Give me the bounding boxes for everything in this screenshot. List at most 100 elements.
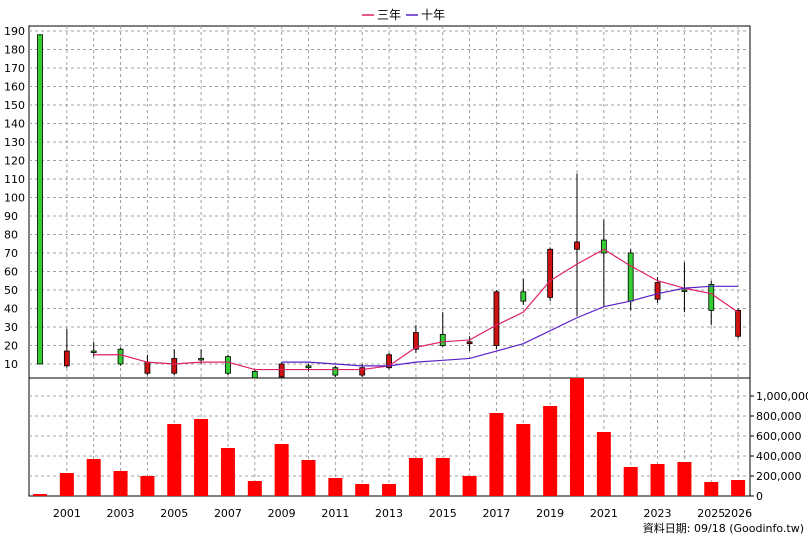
price-tick-label: 90 [4, 210, 18, 223]
candle-body [386, 354, 392, 369]
x-tick-label: 2015 [429, 507, 457, 520]
volume-bar [408, 458, 423, 496]
price-tick-label: 130 [4, 136, 25, 149]
volume-bar [650, 464, 665, 496]
volume-tick-label: 400,000 [756, 450, 802, 463]
volume-tick-label: 1,000,000 [756, 390, 808, 403]
price-tick-label: 190 [4, 25, 25, 38]
data-source-label: 資料日期: 09/18 (Goodinfo.tw) [643, 521, 804, 535]
candle-body [627, 252, 634, 302]
x-tick-label: 2017 [482, 507, 510, 520]
candle-body [63, 350, 70, 367]
volume-bar [86, 459, 101, 496]
candle-body [466, 341, 473, 345]
x-tick-label: 2007 [214, 507, 242, 520]
volume-bar [382, 484, 397, 496]
volume-tick-label: 600,000 [756, 430, 802, 443]
volume-bar [489, 413, 504, 496]
candle-body [547, 248, 554, 298]
price-tick-label: 70 [4, 247, 18, 260]
candle-body [708, 284, 715, 311]
volume-bar [301, 460, 316, 496]
volume-bar [194, 419, 209, 496]
x-tick-label: 2023 [644, 507, 672, 520]
volume-bar [355, 484, 370, 496]
volume-bar [462, 476, 477, 496]
x-tick-label: 2005 [160, 507, 188, 520]
volume-bar [596, 432, 611, 496]
price-tick-label: 100 [4, 192, 25, 205]
candle-body [37, 34, 43, 365]
volume-bar [59, 473, 74, 496]
volume-tick-label: 200,000 [756, 470, 802, 483]
x-tick-label: 2011 [321, 507, 349, 520]
price-tick-label: 160 [4, 81, 25, 94]
x-tick-label: 2009 [268, 507, 296, 520]
volume-bar [274, 444, 289, 496]
price-tick-label: 80 [4, 229, 18, 242]
price-tick-label: 110 [4, 173, 25, 186]
candle-body [493, 291, 500, 346]
volume-bar [731, 480, 746, 496]
price-tick-label: 20 [4, 340, 18, 353]
volume-bar [220, 448, 235, 496]
candle-body [681, 289, 688, 292]
candle-body [412, 332, 419, 350]
volume-bar [140, 476, 155, 496]
volume-bar [704, 482, 719, 496]
price-tick-label: 180 [4, 44, 25, 57]
price-tick-label: 120 [4, 155, 25, 168]
x-tick-label: 2003 [107, 507, 135, 520]
candle-body [574, 241, 580, 250]
price-tick-label: 30 [4, 321, 18, 334]
price-tick-label: 140 [4, 118, 25, 131]
volume-bar [167, 424, 182, 496]
ma-line-3yr [93, 248, 739, 371]
candle-body [90, 350, 97, 353]
candle-body [117, 348, 124, 365]
x-tick-label: 2013 [375, 507, 403, 520]
candle-body [332, 367, 339, 376]
candle-body [735, 309, 741, 337]
candle-body [225, 356, 231, 374]
price-tick-label: 40 [4, 303, 18, 316]
x-tick-label: 2026 [724, 507, 752, 520]
candle-body [144, 361, 151, 374]
price-plot-frame [28, 25, 751, 386]
price-panel: 10 20 30 40 50 60 70 80 90 100 110 120 130 140 150 160 1… [4, 25, 751, 386]
candle-body [305, 365, 312, 369]
volume-bar [33, 494, 47, 496]
legend-label-3yr: 三年 [377, 8, 401, 22]
volume-bar [570, 378, 584, 496]
candle-body [278, 363, 285, 378]
volume-bar [543, 406, 558, 496]
volume-tick-label: 0 [756, 490, 763, 503]
candle-body [600, 239, 607, 254]
volume-bar [623, 467, 638, 496]
x-axis: 2001 2003 2005 2007 2009 2011 2013 2015 2017 2019… [53, 507, 752, 520]
volume-bar [328, 478, 343, 496]
candle-body [198, 358, 205, 361]
price-tick-label: 150 [4, 99, 25, 112]
candle-body [520, 291, 527, 302]
volume-bar [113, 471, 128, 496]
price-tick-label: 50 [4, 284, 18, 297]
x-tick-label: 2021 [590, 507, 618, 520]
price-tick-label: 10 [4, 358, 18, 371]
volume-bar [516, 424, 531, 496]
volume-bar [247, 481, 262, 496]
candle-body [654, 282, 661, 300]
volume-tick-label: 800,000 [756, 410, 802, 423]
ma-line-10yr [281, 285, 739, 367]
volume-panel: 0 200,000 400,000 600,000 800,000 1,000,000 [28, 377, 808, 503]
candle-body [359, 367, 366, 376]
price-tick-label: 60 [4, 266, 18, 279]
volume-bar [435, 458, 450, 496]
candle-body [439, 333, 446, 346]
legend-label-10yr: 十年 [421, 8, 445, 22]
x-tick-label: 2025 [697, 507, 725, 520]
candle-body [171, 358, 178, 374]
x-tick-label: 2001 [53, 507, 81, 520]
legend: 三年 十年 [362, 8, 445, 22]
